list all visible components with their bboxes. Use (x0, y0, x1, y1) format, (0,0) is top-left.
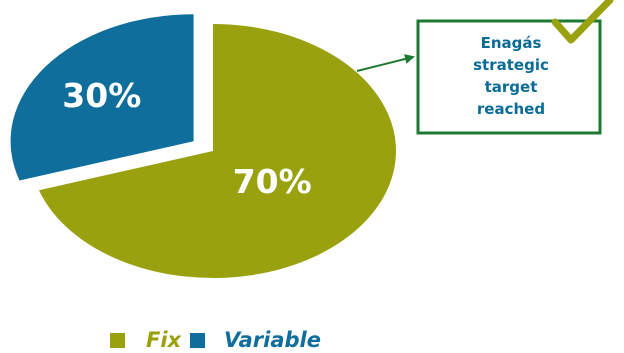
slice-label-variable: 30% (62, 76, 141, 115)
pie-slice-variable (10, 14, 194, 181)
checkmark-icon (551, 0, 614, 44)
callout-line-2: strategic (473, 56, 549, 74)
callout-line-3: target (485, 78, 538, 96)
callout-line-1: Enagás (481, 34, 542, 52)
legend-swatch-fix (110, 333, 125, 348)
legend-label-fix: Fix (146, 328, 183, 352)
legend-swatch-variable (190, 333, 205, 348)
legend: Fix Variable (110, 328, 321, 352)
callout-arrow (356, 54, 415, 72)
callout-line-4: reached (477, 100, 545, 118)
pie-slice-fix (38, 24, 396, 278)
pie-slices (10, 14, 396, 278)
legend-label-variable: Variable (224, 328, 321, 352)
slice-label-fix: 70% (233, 162, 312, 201)
